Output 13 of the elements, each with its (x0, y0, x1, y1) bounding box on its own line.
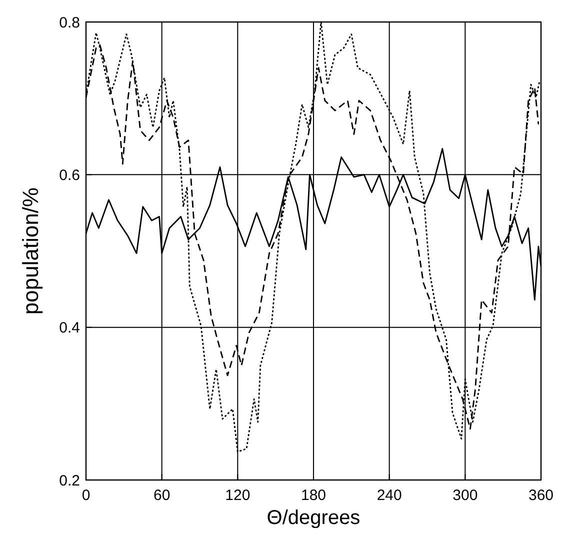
x-axis-title: Θ/degrees (266, 507, 360, 529)
y-tick-label: 0.8 (59, 14, 80, 32)
y-axis-title: population/% (18, 187, 43, 315)
y-tick-label: 0.2 (59, 472, 80, 490)
x-tick-label: 240 (376, 487, 402, 504)
x-tick-label: 180 (300, 487, 326, 504)
x-tick-label: 60 (153, 487, 170, 504)
x-tick-label: 0 (82, 487, 90, 504)
x-tick-label: 120 (225, 487, 250, 504)
y-tick-label: 0.4 (59, 320, 80, 337)
x-tick-label: 300 (452, 487, 478, 504)
y-tick-label: 0.6 (59, 166, 80, 184)
x-tick-label: 360 (528, 487, 554, 504)
